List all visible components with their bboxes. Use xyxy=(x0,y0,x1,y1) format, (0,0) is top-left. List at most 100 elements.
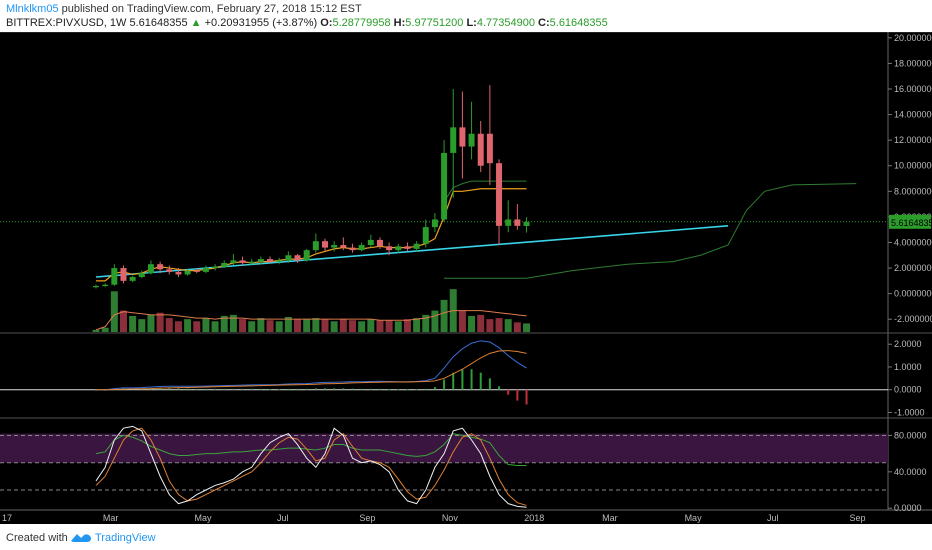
tradingview-link[interactable]: TradingView xyxy=(95,532,156,544)
macd-histogram-bar xyxy=(305,388,308,390)
macd-histogram-bar xyxy=(324,388,326,390)
macd-tick-label: -1.0000 xyxy=(894,407,925,417)
macd-histogram-bar xyxy=(378,388,381,390)
candle-body xyxy=(523,221,530,227)
candle-body xyxy=(285,255,292,261)
candle-body xyxy=(221,262,228,267)
candle-body xyxy=(267,259,274,262)
time-tick-label: Jul xyxy=(277,513,289,523)
candle-body xyxy=(431,219,438,228)
price-tick-label: 4.00000000 xyxy=(894,237,932,247)
macd-histogram-bar xyxy=(406,389,409,391)
candle-body xyxy=(129,277,136,281)
volume-bar xyxy=(101,327,109,332)
macd-line xyxy=(96,340,527,391)
volume-bar xyxy=(239,319,247,332)
time-tick-label: May xyxy=(195,513,213,523)
volume-bar xyxy=(486,319,494,332)
price-tick-label: 2.00000000 xyxy=(894,263,932,273)
symbol-info: BITTREX:PIVXUSD, 1W 5.61648355 ▲ +0.2093… xyxy=(6,17,608,29)
candle-body xyxy=(404,246,411,249)
volume-bar xyxy=(422,314,430,332)
trendline xyxy=(95,225,729,278)
macd-histogram-bar xyxy=(278,389,281,391)
macd-histogram-bar xyxy=(461,369,464,390)
volume-bar xyxy=(92,329,100,332)
macd-histogram-bar xyxy=(351,388,354,390)
last-price: 5.61648355 xyxy=(129,17,188,29)
low-value: 4.77354900 xyxy=(476,17,535,29)
volume-bar xyxy=(184,319,192,332)
volume-bar xyxy=(294,319,302,332)
price-tick-label: -2.00000000 xyxy=(894,314,932,324)
chart-svg[interactable]: 20.00000000 18.00000000 16.00000000 14.0000… xyxy=(0,31,932,524)
candle-body xyxy=(441,152,448,220)
macd-histogram-bar xyxy=(232,388,235,390)
volume-bar xyxy=(119,310,127,332)
candle-body xyxy=(193,270,200,272)
macd-histogram-bar xyxy=(241,388,244,390)
candle-body xyxy=(102,284,109,286)
open-label: O: xyxy=(320,17,333,29)
last-price-box xyxy=(889,214,931,229)
macd-histogram-bar xyxy=(415,389,418,391)
volume-bar xyxy=(339,319,347,332)
macd-histogram-bar xyxy=(516,389,519,401)
signal-line xyxy=(96,350,527,391)
volume-bar xyxy=(431,310,439,332)
time-tick-label: Jul xyxy=(767,513,779,523)
close-label: C: xyxy=(538,17,550,29)
stoch-band xyxy=(0,433,888,463)
macd-histogram-bar xyxy=(333,388,336,390)
candle-body xyxy=(413,243,420,249)
macd-histogram-bar xyxy=(223,388,226,390)
volume-ma-line xyxy=(95,310,527,331)
candle-body xyxy=(349,247,356,251)
time-tick-label: Mar xyxy=(602,513,618,523)
macd-tick-label: 2.0000 xyxy=(894,339,922,349)
candle-body xyxy=(376,239,383,247)
open-value: 5.28779958 xyxy=(332,17,391,29)
volume-bar xyxy=(394,321,402,332)
time-tick-label: Sep xyxy=(849,513,865,523)
candle-body xyxy=(386,246,393,251)
candle-body xyxy=(496,163,503,226)
macd-histogram-bar xyxy=(479,372,482,390)
volume-bar xyxy=(330,321,338,332)
macd-histogram-bar xyxy=(186,388,189,390)
volume-bar xyxy=(477,314,485,332)
macd-tick-label: 0.0000 xyxy=(894,385,922,395)
macd-histogram-bar xyxy=(269,389,272,391)
candle-body xyxy=(331,245,338,248)
candle-body xyxy=(450,127,457,153)
candle-body xyxy=(303,250,310,261)
volume-bar xyxy=(303,319,311,332)
price-tick-label: 0.00000000 xyxy=(894,289,932,299)
macd-histogram-bar xyxy=(397,389,400,391)
candle-body xyxy=(459,127,466,147)
created-with-text: Created with xyxy=(6,532,68,544)
candle-body xyxy=(367,239,374,246)
volume-bar xyxy=(193,321,201,332)
candle-body xyxy=(257,259,264,262)
macd-histogram-bar xyxy=(498,386,501,390)
candle-body xyxy=(111,268,118,285)
price-tick-label: 8.00000000 xyxy=(894,186,932,196)
volume-bar xyxy=(376,320,384,332)
volume-bar xyxy=(523,323,531,332)
volume-bar xyxy=(321,319,329,332)
price-tick-label: 14.00000000 xyxy=(894,110,932,120)
macd-histogram-bar xyxy=(259,388,262,390)
price-tick-label: 12.00000000 xyxy=(894,135,932,145)
candle-body xyxy=(358,245,365,251)
author-link[interactable]: Mlnklkm05 xyxy=(6,3,59,15)
volume-bar xyxy=(358,321,366,332)
macd-histogram-bar xyxy=(168,388,171,390)
candle-body xyxy=(120,268,127,281)
candle-body xyxy=(248,261,255,263)
candle-body xyxy=(514,219,521,226)
chart-area[interactable]: 20.00000000 18.00000000 16.00000000 14.0000… xyxy=(0,31,932,524)
publish-info: Mlnklkm05 published on TradingView.com, … xyxy=(6,3,362,15)
price-tick-label: 20.00000000 xyxy=(894,33,932,43)
macd-histogram-bar xyxy=(433,387,436,390)
